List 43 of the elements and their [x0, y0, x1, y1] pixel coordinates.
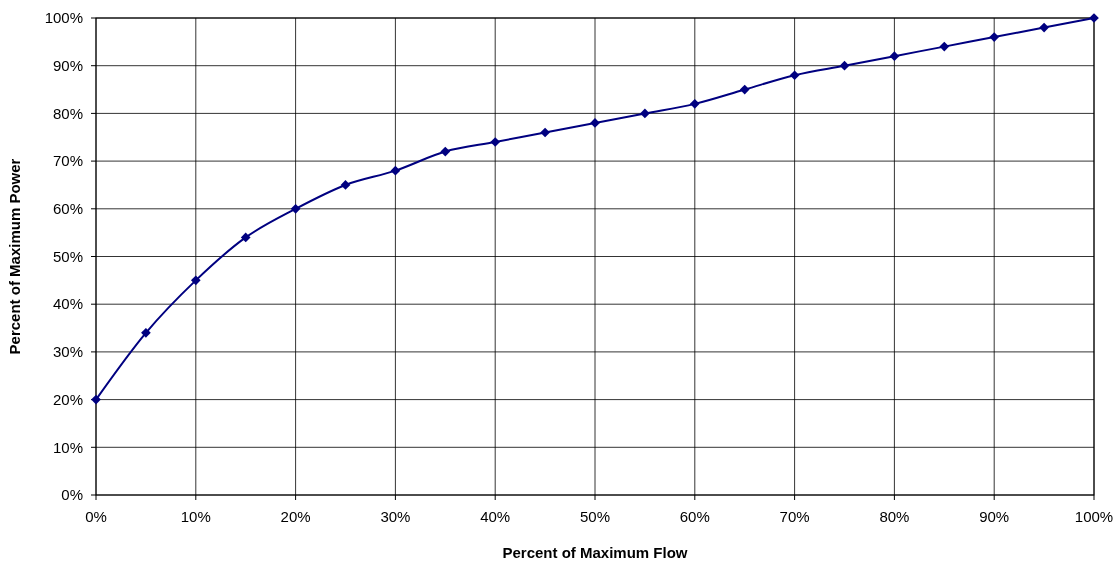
x-tick-label: 30% [380, 508, 411, 525]
y-tick-label: 100% [44, 9, 83, 27]
y-tick-label: 10% [52, 438, 83, 456]
x-tick-label: 10% [180, 508, 211, 525]
point [1039, 22, 1049, 33]
y-tick-label: 90% [52, 56, 83, 74]
x-tick-label: 80% [879, 508, 910, 525]
point [689, 99, 700, 109]
x-tick-label: 0% [85, 508, 107, 525]
point [490, 137, 501, 147]
point [190, 275, 201, 286]
point [739, 84, 750, 95]
y-tick-label: 40% [52, 295, 83, 313]
x-tick-label: 100% [1074, 508, 1114, 525]
x-tick-label: 50% [579, 508, 611, 525]
point [340, 180, 351, 190]
point [240, 232, 251, 243]
point [290, 203, 301, 214]
point [440, 146, 451, 157]
y-tick-label: 30% [52, 343, 83, 361]
point [91, 394, 101, 405]
point [141, 327, 151, 338]
x-tick-label: 70% [779, 508, 810, 525]
y-tick-label: 80% [52, 104, 83, 122]
point [839, 60, 850, 71]
x-tick-label: 90% [979, 508, 1010, 525]
point [889, 51, 900, 62]
point [989, 32, 1000, 42]
x-tick-label: 60% [679, 508, 710, 525]
x-tick-label: 40% [480, 508, 511, 525]
point [939, 41, 950, 52]
y-tick-label: 20% [52, 390, 83, 408]
point [640, 108, 650, 119]
point [789, 70, 800, 81]
y-axis-title: Percent of Maximum Power [6, 158, 23, 355]
point [540, 127, 550, 138]
y-tick-label: 0% [61, 486, 83, 504]
x-tick-label: 20% [280, 508, 311, 525]
x-axis-title: Percent of Maximum Flow [502, 544, 688, 561]
y-tick-label: 50% [52, 247, 83, 265]
y-tick-label: 60% [52, 200, 83, 218]
point [390, 165, 401, 176]
y-tick-label: 70% [52, 152, 83, 170]
